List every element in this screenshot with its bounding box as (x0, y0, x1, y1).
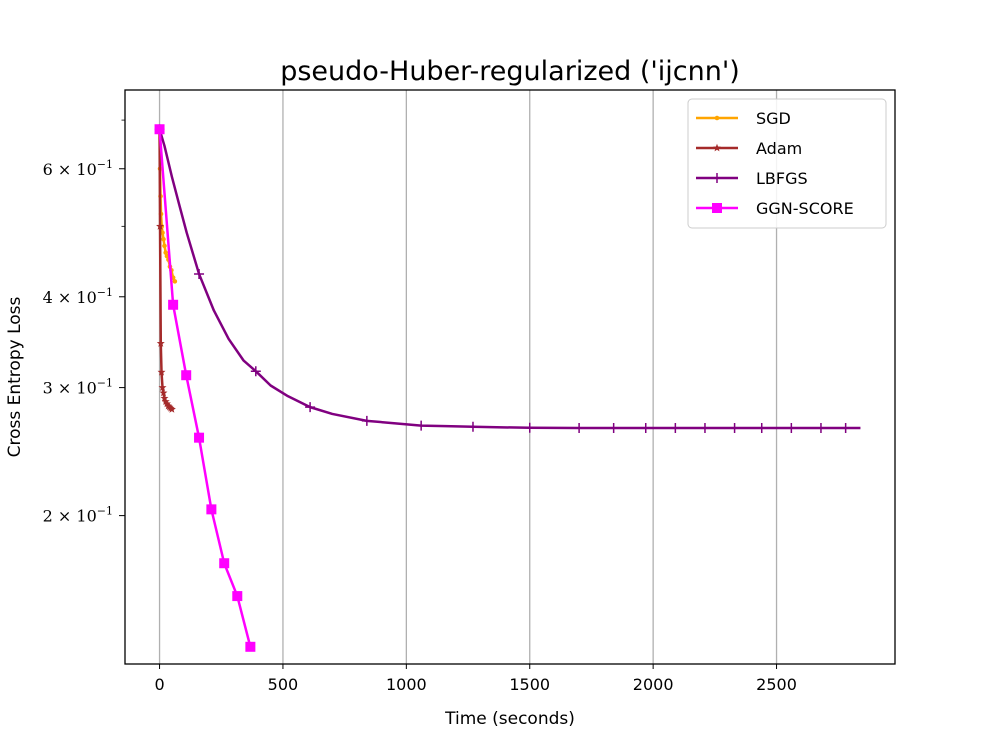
y-axis-label: Cross Entropy Loss (5, 296, 25, 457)
series-marker (165, 402, 174, 411)
series-marker (160, 230, 165, 235)
y-axis-ticks: 2 × 10−1 3 × 10−1 4 × 10−1 6 × 10−1 (43, 119, 125, 526)
legend-entry: LBFGS (696, 169, 808, 188)
series-marker (194, 432, 205, 443)
series-marker (162, 399, 171, 408)
series-marker (699, 422, 710, 433)
legend: SGD Adam LBFGS GGN-SCORE (687, 98, 887, 229)
x-tick-label: 0 (154, 675, 164, 694)
series-line (158, 129, 252, 648)
series-marker (245, 641, 256, 652)
series-marker (714, 115, 720, 121)
series-marker (640, 422, 651, 433)
series-marker (786, 422, 797, 433)
series-marker (154, 124, 165, 135)
series-marker (219, 558, 230, 569)
series-marker (815, 422, 826, 433)
series-marker (168, 299, 179, 310)
y-tick-label: 4 × 10−1 (43, 286, 113, 307)
series-marker (156, 339, 165, 347)
series-marker (194, 268, 205, 279)
legend-label: SGD (756, 109, 791, 128)
x-tick-label: 500 (268, 675, 299, 694)
series-marker (158, 383, 167, 391)
series-layer (154, 124, 861, 652)
series-marker (524, 422, 535, 433)
series-marker (162, 243, 167, 249)
series-marker (713, 143, 721, 152)
series-marker (163, 250, 169, 255)
legend-label: Adam (756, 139, 802, 158)
series-marker (161, 236, 166, 242)
legend-entry: GGN-SCORE (696, 199, 854, 218)
legend-entry: Adam (696, 139, 802, 158)
series-marker (159, 388, 168, 397)
series-marker (232, 591, 243, 602)
plot-frame (124, 89, 896, 665)
series-marker (574, 422, 585, 433)
series-marker (250, 366, 261, 377)
series-marker (166, 404, 175, 412)
series-marker (181, 370, 192, 381)
series-ggn-score (154, 124, 256, 652)
series-marker (305, 402, 316, 413)
x-axis-ticks: 0 500 1000 1500 2000 2500 (154, 664, 797, 694)
series-marker (840, 422, 851, 433)
series-marker (167, 405, 176, 413)
series-marker (161, 397, 170, 405)
series-marker (712, 203, 722, 213)
series-marker (608, 422, 619, 433)
series-marker (756, 422, 767, 433)
y-tick-label: 2 × 10−1 (43, 505, 113, 526)
series-marker (206, 504, 217, 515)
chart-title: pseudo-Huber-regularized ('ijcnn') (280, 56, 740, 87)
series-marker (160, 394, 169, 402)
series-marker (416, 420, 427, 431)
series-marker (164, 401, 173, 410)
series-marker (157, 367, 166, 376)
series-marker (361, 415, 372, 426)
y-tick-label: 6 × 10−1 (43, 158, 113, 179)
series-adam (155, 125, 176, 413)
x-tick-label: 1500 (509, 675, 550, 694)
series-marker (156, 222, 165, 230)
x-tick-label: 2500 (756, 675, 797, 694)
series-lbfgs (154, 124, 861, 433)
series-marker (712, 173, 722, 183)
x-tick-label: 2000 (633, 675, 674, 694)
legend-entry: SGD (696, 109, 791, 128)
legend-box (687, 98, 887, 229)
x-tick-label: 1000 (386, 675, 427, 694)
legend-label: GGN-SCORE (756, 199, 854, 218)
series-marker (729, 422, 740, 433)
y-tick-label: 3 × 10−1 (43, 377, 113, 398)
series-marker (467, 421, 478, 432)
series-marker (172, 279, 178, 284)
legend-label: LBFGS (756, 169, 808, 188)
x-axis-label: Time (seconds) (444, 709, 575, 729)
series-marker (670, 422, 681, 433)
